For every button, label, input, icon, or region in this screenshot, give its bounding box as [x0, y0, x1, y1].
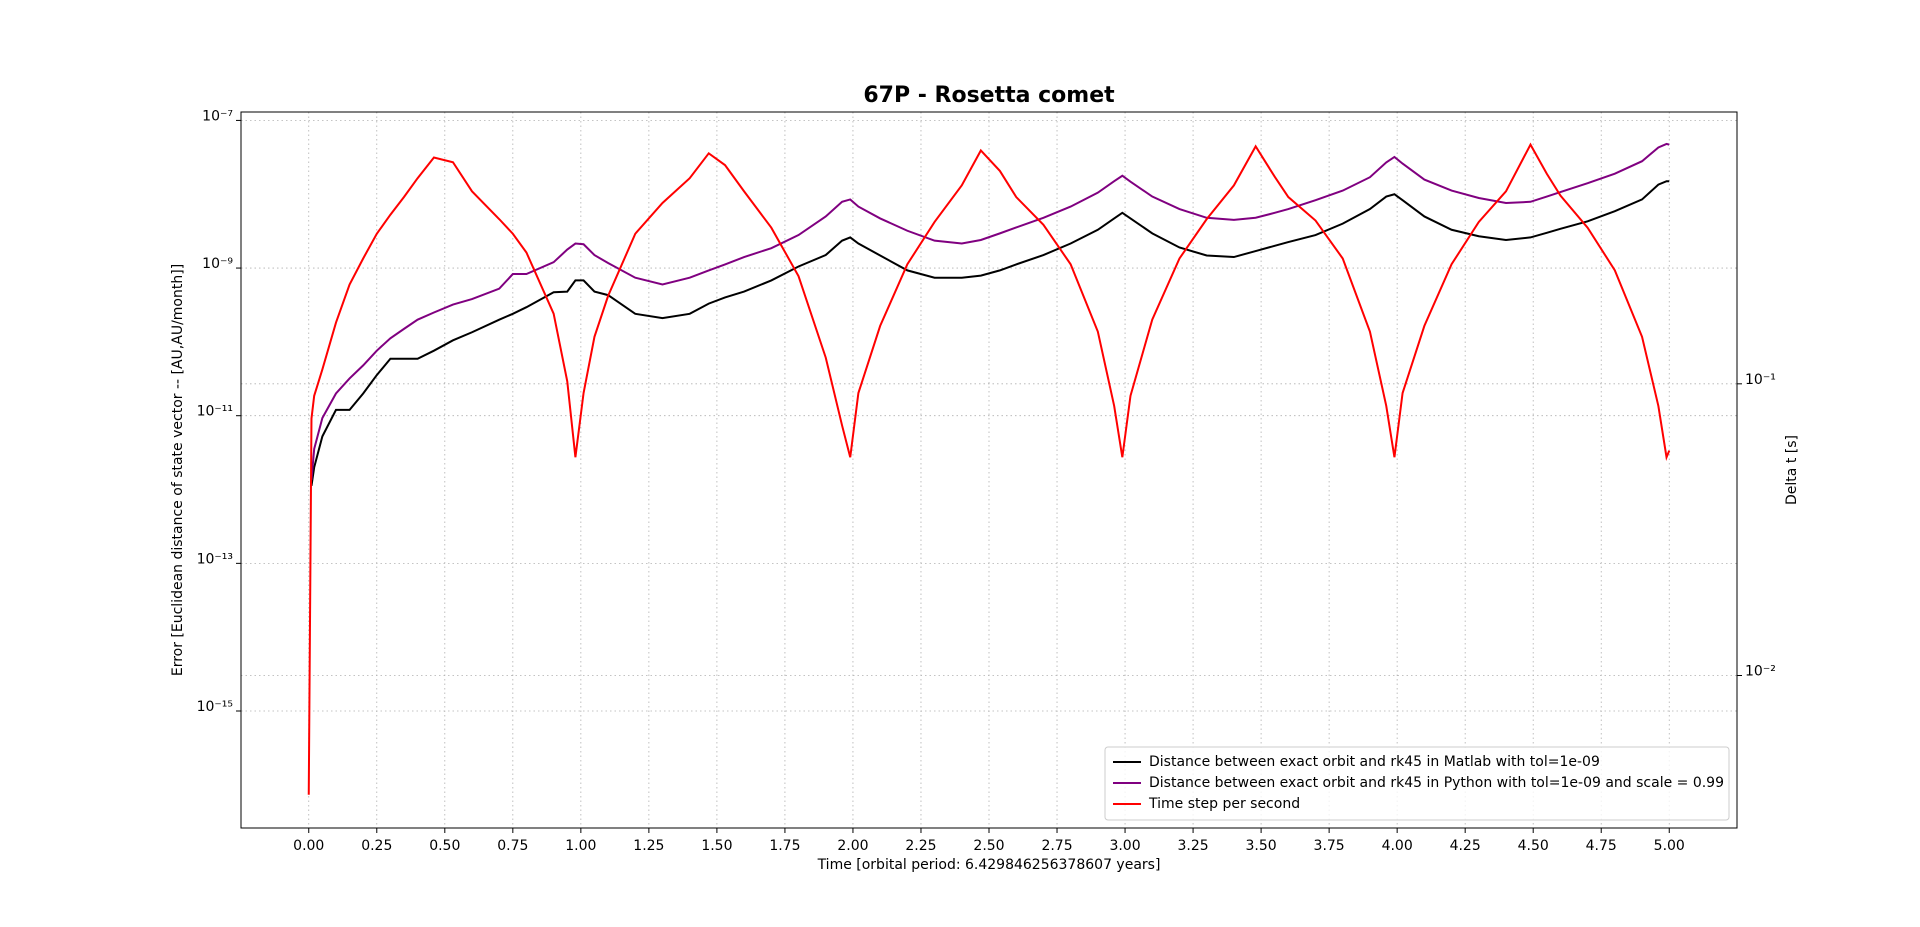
x-tick-label: 4.25	[1450, 838, 1481, 854]
y-tick-label: 10⁻⁹	[202, 256, 233, 272]
x-tick-label: 2.50	[973, 838, 1004, 854]
x-tick-label: 0.50	[429, 838, 460, 854]
x-tick-label: 0.00	[293, 838, 324, 854]
x-tick-label: 3.00	[1109, 838, 1140, 854]
x-tick-label: 4.50	[1518, 838, 1549, 854]
x-tick-label: 1.50	[701, 838, 732, 854]
y2-tick-label: 10⁻¹	[1745, 372, 1776, 388]
x-tick-label: 2.00	[837, 838, 868, 854]
x-tick-label: 4.75	[1586, 838, 1617, 854]
data-line	[310, 180, 1670, 487]
x-tick-label: 4.00	[1382, 838, 1413, 854]
legend-label: Distance between exact orbit and rk45 in…	[1149, 775, 1724, 791]
x-tick-label: 5.00	[1654, 838, 1685, 854]
x-axis-label: Time [orbital period: 6.429846256378607 …	[817, 857, 1161, 873]
x-tick-label: 3.75	[1314, 838, 1345, 854]
legend-label: Time step per second	[1148, 796, 1300, 812]
y-tick-label: 10⁻⁷	[202, 108, 233, 124]
plot-frame	[240, 111, 1738, 829]
x-tick-label: 3.50	[1246, 838, 1277, 854]
x-tick-label: 1.00	[565, 838, 596, 854]
y-axis-label: Error [Euclidean distance of state vecto…	[170, 264, 186, 676]
x-tick-label: 1.25	[633, 838, 664, 854]
y-tick-label: 10⁻¹⁵	[197, 699, 233, 715]
y-tick-label: 10⁻¹¹	[197, 404, 233, 420]
y2-axis-label: Delta t [s]	[1784, 435, 1800, 505]
x-tick-label: 0.75	[497, 838, 528, 854]
x-tick-label: 3.25	[1177, 838, 1208, 854]
y-tick-label: 10⁻¹³	[197, 551, 233, 567]
legend-box	[1104, 746, 1730, 821]
x-tick-label: 1.75	[769, 838, 800, 854]
legend-label: Distance between exact orbit and rk45 in…	[1149, 754, 1600, 770]
x-tick-label: 2.75	[1041, 838, 1072, 854]
chart-title: 67P - Rosetta comet	[863, 83, 1115, 108]
data-line	[310, 142, 1670, 480]
x-tick-label: 2.25	[905, 838, 936, 854]
data-line	[307, 142, 1671, 795]
x-tick-label: 0.25	[361, 838, 392, 854]
y2-tick-label: 10⁻²	[1745, 663, 1776, 679]
